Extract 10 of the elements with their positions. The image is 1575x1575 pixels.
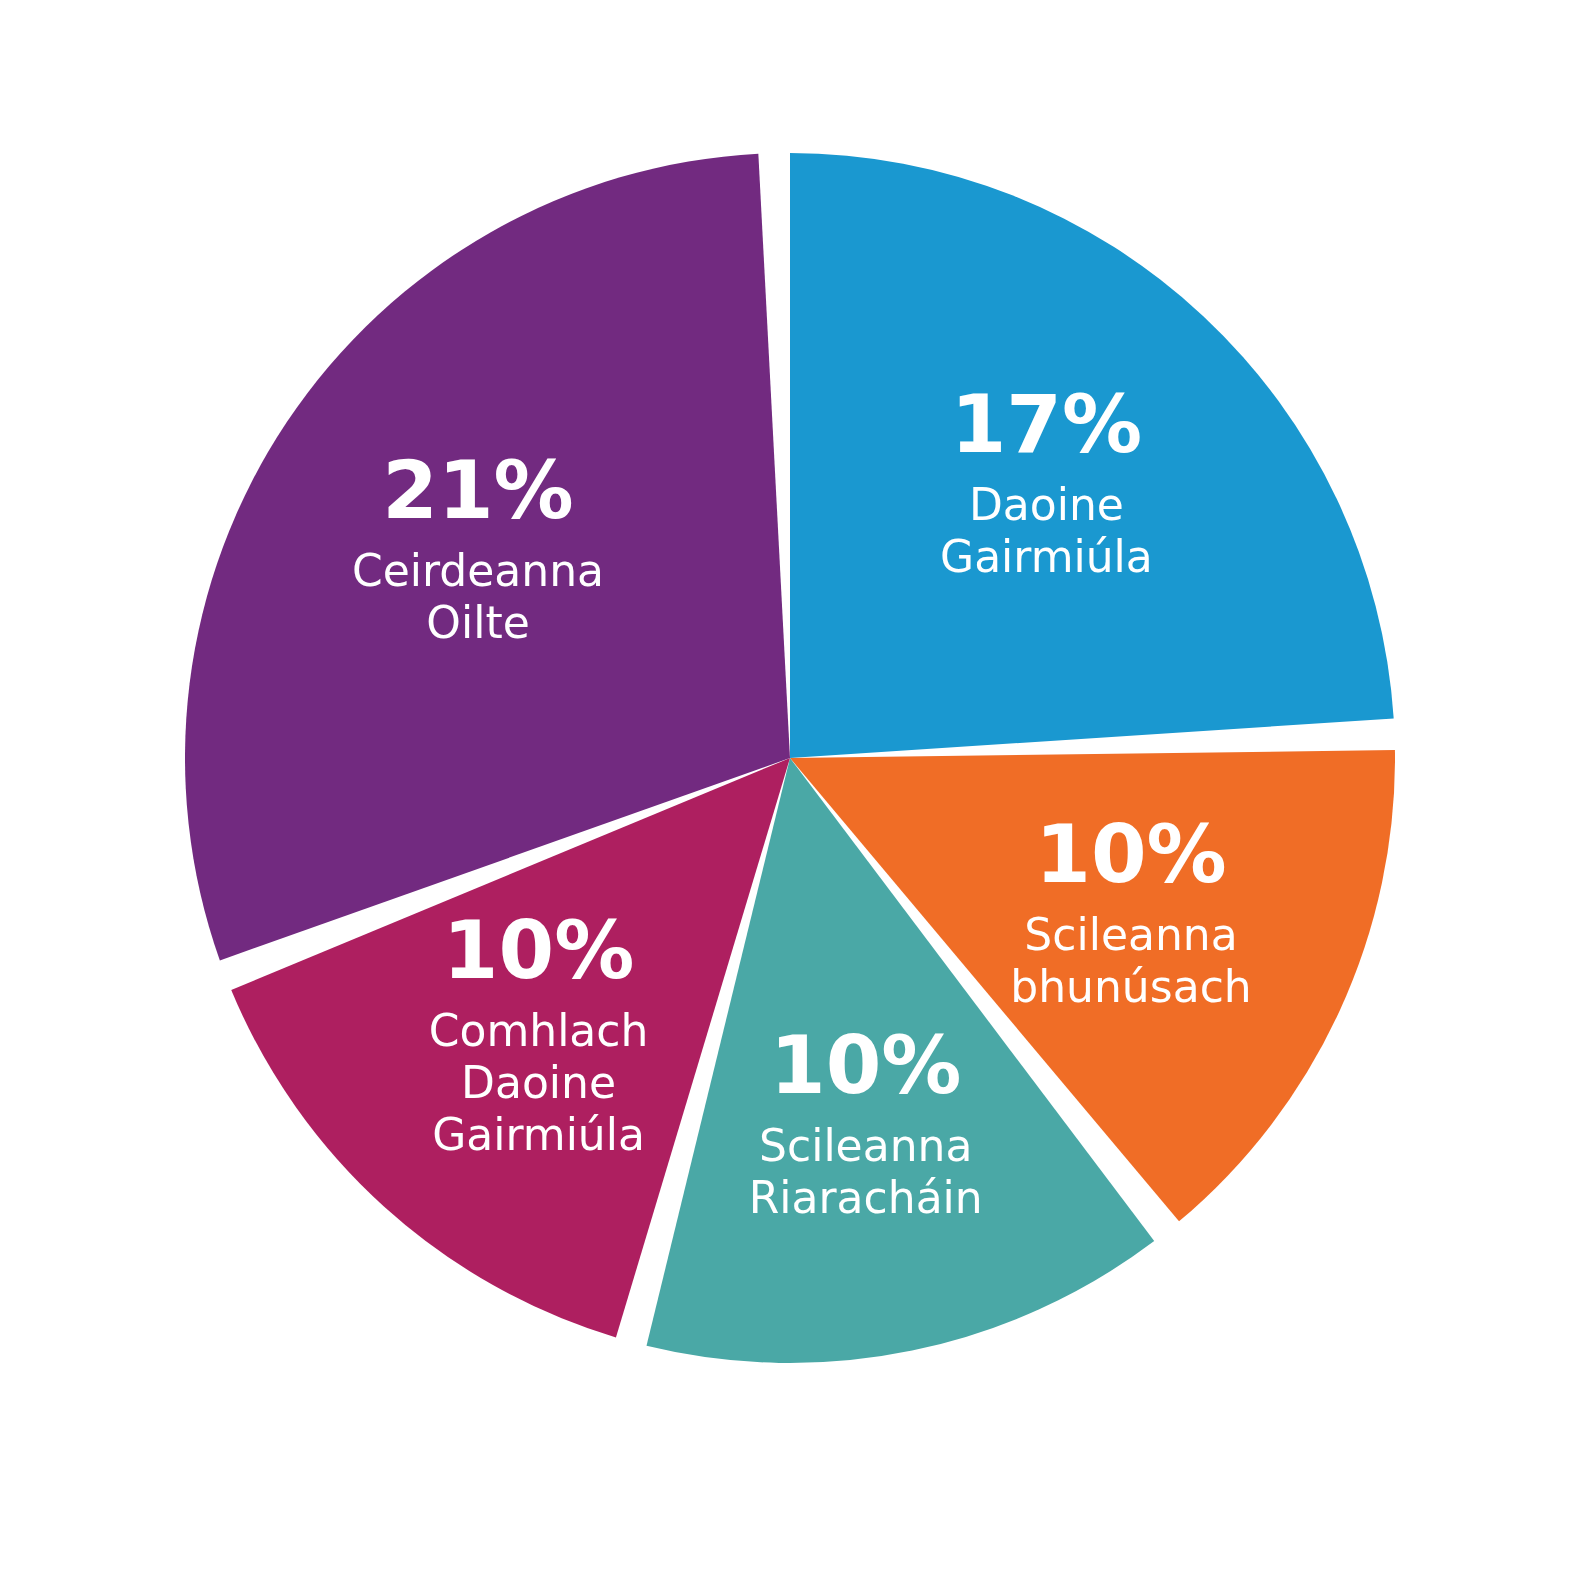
data-label: 10% [1035, 808, 1227, 902]
slice-label: Scileanna Riaracháin [748, 1120, 983, 1224]
data-label: 17% [950, 378, 1143, 472]
slice-label: Ceirdeanna Oilte [352, 544, 605, 648]
data-label: 21% [382, 443, 574, 537]
slice-label: Scileanna bhunúsach [1010, 909, 1252, 1013]
slice-label: Comhlach Daoine Gairmiúla [428, 1005, 649, 1161]
slice-label: Daoine Gairmiúla [940, 479, 1153, 583]
data-label: 10% [769, 1019, 962, 1113]
data-label: 10% [442, 904, 635, 998]
